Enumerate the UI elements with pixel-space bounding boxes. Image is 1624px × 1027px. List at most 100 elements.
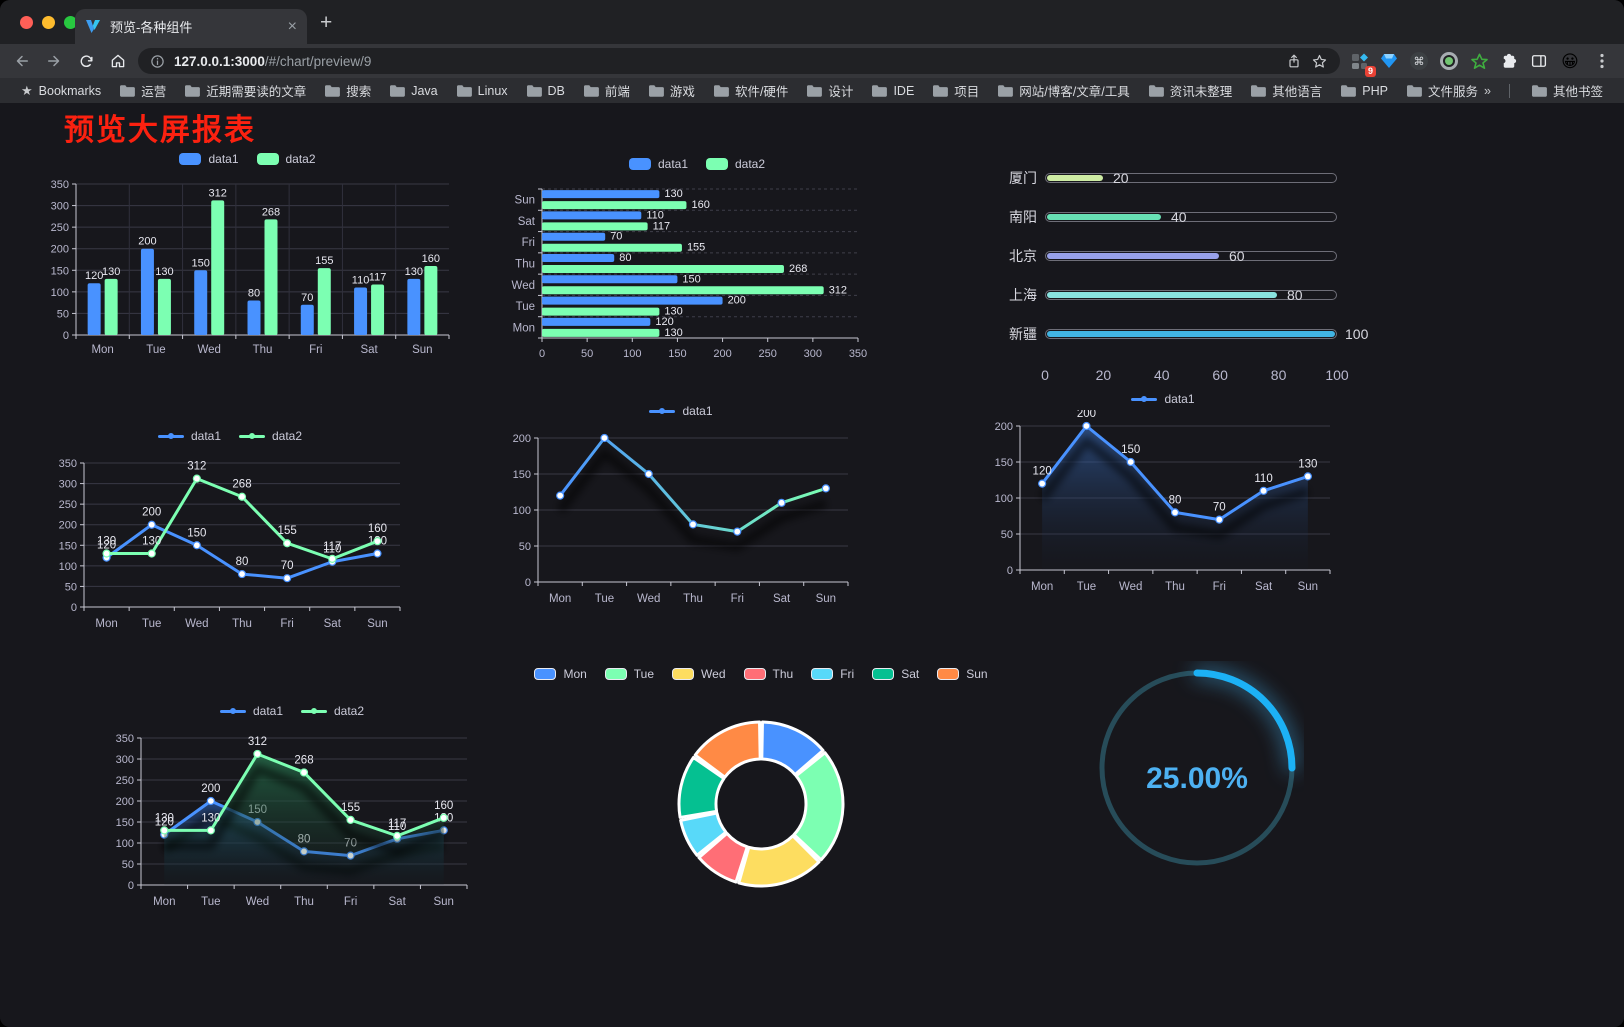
extension-badge: 9 bbox=[1364, 66, 1376, 77]
legend-item-data2[interactable]: data2 bbox=[706, 157, 765, 171]
address-bar[interactable]: 127.0.0.1:3000/#/chart/preview/9 bbox=[138, 48, 1340, 74]
bookmark-folder[interactable]: Linux bbox=[447, 84, 517, 98]
site-info-icon[interactable] bbox=[150, 54, 165, 69]
bookmark-folder[interactable]: 搜索 bbox=[315, 81, 380, 100]
legend-item-data2[interactable]: data2 bbox=[301, 704, 364, 718]
legend-item-data1[interactable]: data1 bbox=[157, 429, 221, 443]
svg-text:0: 0 bbox=[525, 577, 531, 589]
svg-text:150: 150 bbox=[668, 348, 686, 360]
legend-item-data2[interactable]: data2 bbox=[239, 429, 302, 443]
bookmark-root[interactable]: ★ Bookmarks bbox=[21, 82, 102, 98]
bookmark-folder[interactable]: 项目 bbox=[923, 81, 988, 100]
donut-slice-Wed[interactable] bbox=[737, 834, 821, 888]
share-icon[interactable] bbox=[1286, 53, 1302, 70]
extension-grid-icon[interactable]: 9 bbox=[1348, 50, 1376, 77]
legend-label: data2 bbox=[334, 704, 365, 718]
donut-slice-Thu[interactable] bbox=[697, 831, 749, 884]
extension-gem-icon[interactable] bbox=[1378, 50, 1400, 72]
donut-slice-Sun[interactable] bbox=[693, 720, 762, 779]
progress-row-厦门: 厦门 20 bbox=[995, 158, 1365, 197]
legend-item-Wed[interactable]: Wed bbox=[672, 667, 726, 681]
other-bookmarks-folder[interactable]: 其他书签 bbox=[1522, 81, 1612, 100]
home-button[interactable] bbox=[106, 49, 130, 73]
side-panel-icon[interactable] bbox=[1528, 50, 1550, 72]
legend-label: data1 bbox=[208, 152, 239, 166]
legend-item-data1[interactable]: data1 bbox=[1131, 392, 1195, 406]
legend-item-data2[interactable]: data2 bbox=[256, 152, 316, 166]
svg-text:Thu: Thu bbox=[294, 896, 314, 908]
svg-text:Thu: Thu bbox=[683, 593, 703, 605]
svg-text:117: 117 bbox=[369, 272, 387, 284]
legend-label: data2 bbox=[735, 157, 766, 171]
browser-tab[interactable]: 预览-各种组件 × bbox=[75, 9, 307, 44]
svg-text:268: 268 bbox=[262, 206, 280, 218]
bookmark-folder[interactable]: 设计 bbox=[797, 81, 862, 100]
bookmark-folder[interactable]: Java bbox=[380, 84, 446, 98]
new-tab-button[interactable]: + bbox=[320, 11, 333, 34]
donut-slice-Sat[interactable] bbox=[677, 755, 726, 819]
donut-slice-Mon[interactable] bbox=[760, 720, 825, 777]
svg-text:250: 250 bbox=[59, 499, 77, 511]
other-bookmarks-label: 其他书签 bbox=[1552, 85, 1603, 99]
bookmark-folder[interactable]: 前端 bbox=[574, 81, 639, 100]
toolbar: 127.0.0.1:3000/#/chart/preview/9 9 ⌘ 😀 bbox=[0, 44, 1624, 78]
legend-item-Fri[interactable]: Fri bbox=[811, 667, 854, 681]
legend-item-data1[interactable]: data1 bbox=[649, 404, 713, 418]
folder-icon bbox=[583, 85, 599, 97]
bookmark-folder[interactable]: 游戏 bbox=[639, 81, 704, 100]
legend-item-data1[interactable]: data1 bbox=[179, 152, 239, 166]
tab-close-icon[interactable]: × bbox=[287, 17, 297, 35]
extension-record-icon[interactable] bbox=[1438, 50, 1460, 72]
bookmark-folder[interactable]: 其他语言 bbox=[1241, 81, 1331, 100]
legend-item-Thu[interactable]: Thu bbox=[743, 667, 793, 681]
svg-text:Mon: Mon bbox=[95, 618, 117, 630]
forward-button[interactable] bbox=[42, 49, 66, 73]
folder-icon bbox=[713, 85, 729, 97]
legend-label: data2 bbox=[272, 429, 303, 443]
progress-row-北京: 北京 60 bbox=[995, 236, 1365, 275]
page-title: 预览大屏报表 bbox=[64, 114, 256, 147]
svg-text:Wed: Wed bbox=[197, 344, 220, 356]
svg-text:312: 312 bbox=[209, 187, 227, 199]
bookmark-folder[interactable]: IDE bbox=[862, 84, 923, 98]
close-window-button[interactable] bbox=[20, 16, 33, 29]
legend-item-Mon[interactable]: Mon bbox=[534, 667, 587, 681]
progress-fill bbox=[1047, 252, 1219, 259]
menu-dots-icon[interactable] bbox=[1590, 49, 1614, 73]
bookmark-folder[interactable]: PHP bbox=[1331, 84, 1397, 98]
svg-text:Sun: Sun bbox=[816, 593, 836, 605]
reload-button[interactable] bbox=[74, 49, 98, 73]
bookmark-folder[interactable]: DB bbox=[517, 84, 574, 98]
bookmark-folder[interactable]: 资讯未整理 bbox=[1139, 81, 1242, 100]
svg-text:120: 120 bbox=[85, 270, 103, 282]
minimize-window-button[interactable] bbox=[42, 16, 55, 29]
legend-item-Sat[interactable]: Sat bbox=[872, 667, 919, 681]
svg-text:50: 50 bbox=[1001, 529, 1013, 541]
extension-star-icon[interactable] bbox=[1468, 50, 1490, 72]
donut-slice-Tue[interactable] bbox=[792, 751, 845, 862]
bookmark-folder[interactable]: 近期需要读的文章 bbox=[175, 81, 315, 100]
legend-swatch bbox=[157, 433, 184, 439]
back-button[interactable] bbox=[10, 49, 34, 73]
bookmarks-overflow-chevron[interactable]: » bbox=[1484, 83, 1491, 98]
extensions-puzzle-icon[interactable] bbox=[1498, 50, 1520, 72]
legend-item-data1[interactable]: data1 bbox=[628, 157, 688, 171]
legend-item-Sun[interactable]: Sun bbox=[937, 667, 988, 681]
legend-item-data1[interactable]: data1 bbox=[219, 704, 283, 718]
svg-text:200: 200 bbox=[513, 433, 531, 445]
bookmark-star-icon[interactable] bbox=[1311, 53, 1328, 70]
svg-text:150: 150 bbox=[187, 527, 206, 539]
zoom-window-button[interactable] bbox=[64, 16, 77, 29]
legend-item-Tue[interactable]: Tue bbox=[604, 667, 654, 681]
donut-slice-Fri[interactable] bbox=[679, 811, 728, 857]
bookmark-folder[interactable]: 网站/博客/文章/工具 bbox=[988, 81, 1138, 100]
bookmark-folder[interactable]: 文件服务器 bbox=[1397, 81, 1478, 100]
svg-text:130: 130 bbox=[664, 306, 682, 318]
extension-command-icon[interactable]: ⌘ bbox=[1408, 50, 1430, 72]
bookmark-folder[interactable]: 软件/硬件 bbox=[704, 81, 797, 100]
svg-text:100: 100 bbox=[116, 838, 134, 850]
profile-avatar[interactable]: 😀 bbox=[1561, 51, 1579, 71]
bookmark-folder[interactable]: 运营 bbox=[110, 81, 175, 100]
svg-text:200: 200 bbox=[138, 236, 156, 248]
